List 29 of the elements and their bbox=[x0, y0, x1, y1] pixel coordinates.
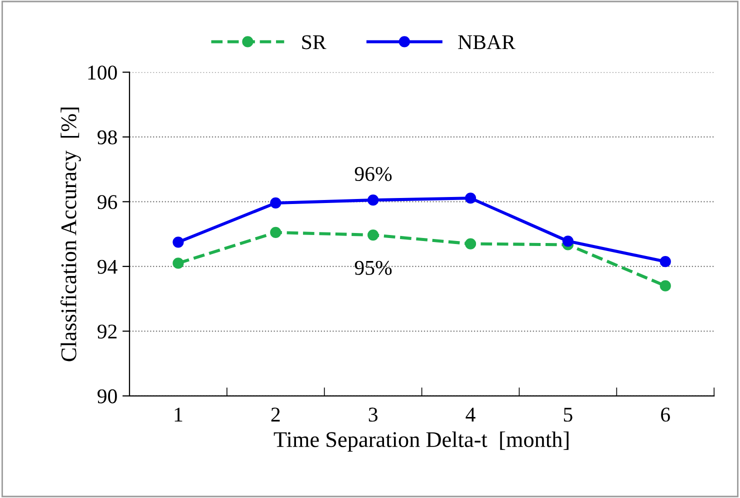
annotation: 95% bbox=[354, 260, 392, 275]
point bbox=[660, 280, 671, 292]
legend-label: SR bbox=[302, 35, 326, 50]
y-tick-label: 90 bbox=[98, 389, 117, 404]
x-axis-title: Time Separation Delta-t [month] bbox=[274, 431, 568, 452]
point bbox=[562, 236, 574, 247]
point bbox=[464, 238, 476, 250]
y-tick-label: 96 bbox=[98, 195, 118, 210]
point bbox=[172, 236, 184, 248]
point bbox=[172, 258, 184, 269]
point bbox=[660, 256, 671, 268]
x-tick-label: 3 bbox=[368, 408, 378, 422]
x-tick-label: 4 bbox=[466, 408, 476, 422]
point bbox=[368, 229, 379, 241]
y-axis-title: Classification Accuracy [%] bbox=[60, 108, 81, 362]
x-tick-label: 2 bbox=[271, 408, 280, 422]
x-tick-label: 5 bbox=[564, 408, 572, 422]
y-tick-label: 94 bbox=[98, 260, 118, 274]
point bbox=[270, 197, 282, 209]
point bbox=[368, 194, 379, 206]
y-tick-label: 92 bbox=[98, 324, 117, 339]
x-tick-label: 6 bbox=[661, 408, 670, 422]
annotation: 96% bbox=[354, 166, 392, 182]
point bbox=[464, 192, 476, 204]
x-tick-label: 1 bbox=[174, 408, 182, 422]
y-tick-label: 100 bbox=[88, 66, 117, 80]
point bbox=[270, 226, 282, 238]
y-tick-label: 98 bbox=[98, 130, 117, 144]
legend-label: NBAR bbox=[458, 35, 516, 50]
